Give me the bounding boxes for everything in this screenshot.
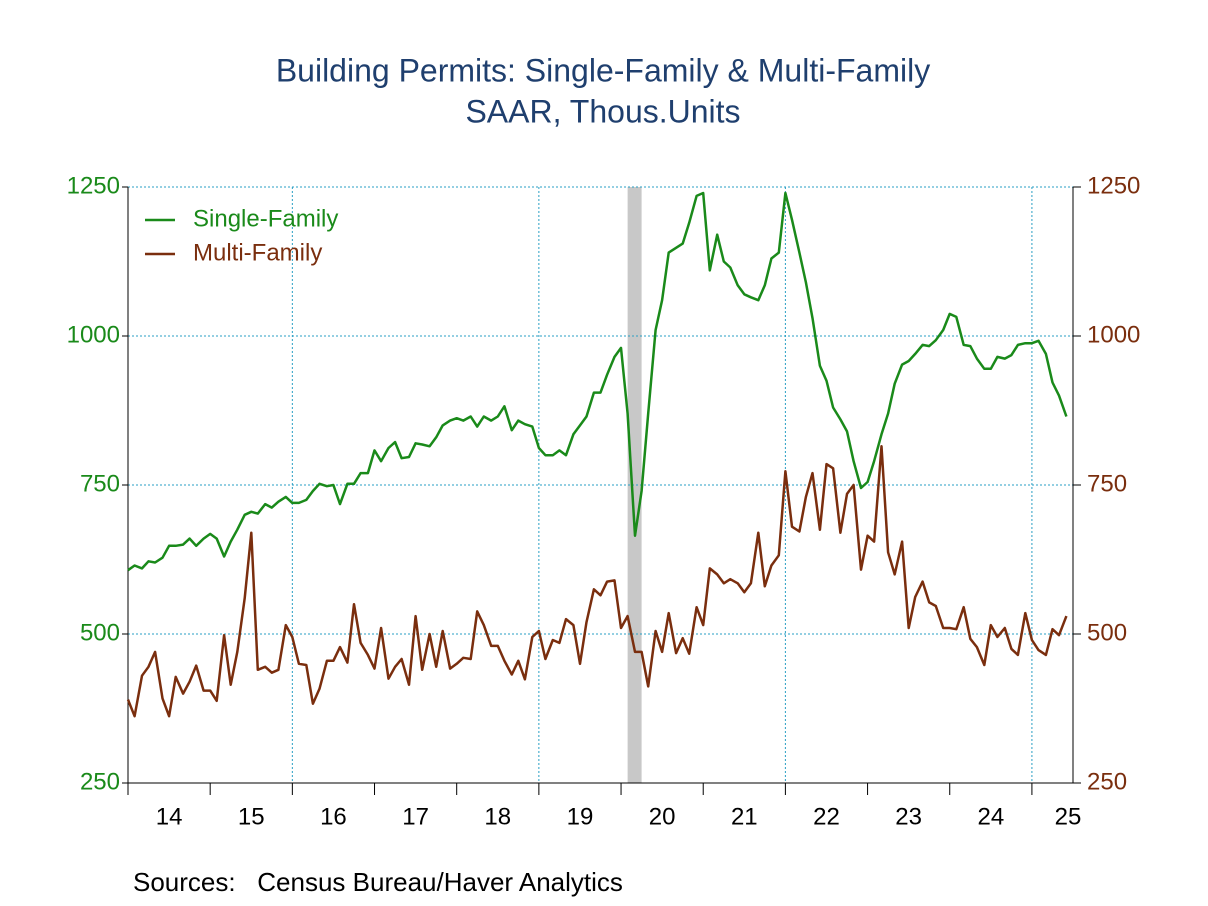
x-tick-label: 24 [977, 803, 1004, 830]
y-tick-label: 1000 [67, 321, 120, 348]
x-tick-label: 23 [895, 803, 922, 830]
x-tick-label: 15 [238, 803, 265, 830]
x-tick-label: 16 [320, 803, 347, 830]
y2-tick-label: 1000 [1087, 321, 1140, 348]
x-tick-label: 18 [484, 803, 511, 830]
source-note: Sources: Census Bureau/Haver Analytics [133, 867, 623, 897]
series-line [126, 445, 1068, 718]
y-tick-label: 500 [80, 619, 120, 646]
x-tick-label: 19 [567, 803, 594, 830]
x-tick-label: 25 [1055, 803, 1082, 830]
series-line [127, 191, 1068, 572]
y-tick-label: 250 [80, 768, 120, 795]
x-tick-label: 21 [731, 803, 758, 830]
y-tick-label: 1250 [67, 172, 120, 199]
x-tick-label: 20 [649, 803, 676, 830]
y2-tick-label: 500 [1087, 619, 1127, 646]
legend-label: Single-Family [193, 205, 338, 232]
legend-label: Multi-Family [193, 239, 322, 266]
y2-tick-label: 250 [1087, 768, 1127, 795]
x-tick-label: 14 [156, 803, 183, 830]
x-tick-label: 22 [813, 803, 840, 830]
y2-tick-label: 1250 [1087, 172, 1140, 199]
y-tick-label: 750 [80, 470, 120, 497]
x-tick-label: 17 [402, 803, 429, 830]
chart-title: Building Permits: Single-Family & Multi-… [276, 52, 930, 88]
y2-tick-label: 750 [1087, 470, 1127, 497]
chart-subtitle: SAAR, Thous.Units [465, 93, 740, 129]
